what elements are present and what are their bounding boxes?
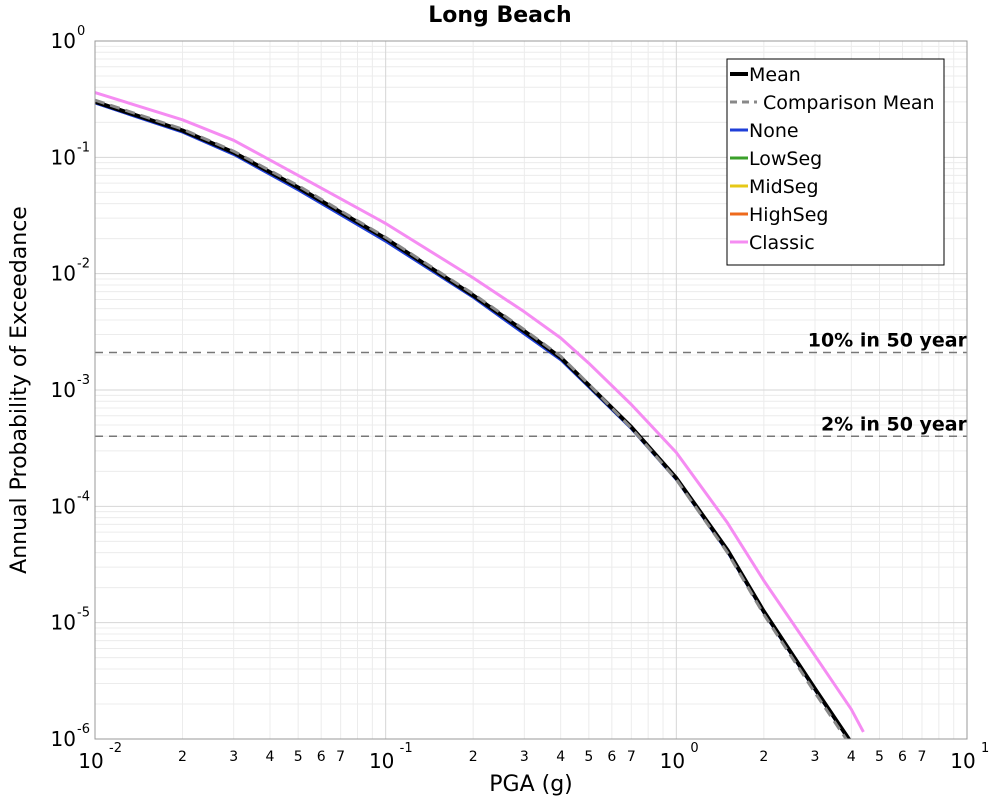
tick-exponent: 0 (690, 741, 698, 756)
x-minor-tick-label: 4 (266, 749, 275, 765)
tick-exponent: -3 (77, 373, 90, 388)
legend-label: Mean (749, 64, 801, 86)
legend-item: LowSeg (730, 148, 822, 170)
x-minor-tick-label: 6 (317, 749, 326, 765)
legend-item: None (730, 120, 799, 142)
x-minor-tick-label: 5 (584, 749, 593, 765)
x-minor-tick-label: 4 (556, 749, 565, 765)
legend-label: Classic (749, 232, 815, 254)
tick-base: 10 (660, 749, 685, 773)
x-major-tick-label: 10 1 (950, 741, 989, 773)
x-minor-tick-label: 7 (336, 749, 345, 765)
tick-exponent: -1 (400, 741, 413, 756)
x-minor-tick-label: 7 (627, 749, 636, 765)
x-major-tick-label: 10 0 (660, 741, 699, 773)
y-major-tick-label: 10 -5 (51, 606, 90, 635)
x-major-tick-label: 10 -2 (78, 741, 122, 773)
x-major-tick-label: 10 -1 (369, 741, 413, 773)
x-minor-tick-label: 3 (229, 749, 238, 765)
x-minor-tick-label: 3 (520, 749, 529, 765)
tick-base: 10 (51, 727, 76, 751)
x-minor-tick-label: 2 (469, 749, 478, 765)
tick-exponent: -6 (77, 722, 90, 737)
tick-exponent: -2 (109, 741, 122, 756)
tick-exponent: -5 (77, 606, 90, 621)
y-major-tick-label: 10 -4 (51, 489, 90, 518)
chart-title: Long Beach (428, 3, 571, 28)
y-axis-label: Annual Probability of Exceedance (7, 206, 32, 574)
y-major-tick-label: 10 -3 (51, 373, 90, 402)
x-minor-tick-label: 6 (607, 749, 616, 765)
tick-base: 10 (369, 749, 394, 773)
x-minor-tick-label: 2 (178, 749, 187, 765)
x-minor-tick-label: 2 (759, 749, 768, 765)
grid (94, 40, 968, 740)
tick-base: 10 (51, 378, 76, 402)
plot-area-frame (94, 40, 968, 740)
tick-base: 10 (51, 262, 76, 286)
y-major-tick-label: 10 -6 (51, 722, 90, 751)
x-minor-tick-label: 6 (898, 749, 907, 765)
tick-base: 10 (51, 611, 76, 635)
x-minor-tick-label: 5 (294, 749, 303, 765)
legend-item: Classic (730, 232, 815, 254)
x-axis-label: PGA (g) (489, 772, 573, 797)
x-minor-tick-label: 7 (918, 749, 927, 765)
reference-line-label: 2% in 50 year (821, 413, 968, 435)
y-major-tick-label: 10 0 (51, 24, 86, 53)
legend-item: HighSeg (730, 204, 828, 226)
reference-lines: 10% in 50 year 2% in 50 year (95, 330, 968, 438)
legend-label: LowSeg (749, 148, 822, 170)
legend-item: Mean (730, 64, 801, 86)
y-major-tick-label: 10 -1 (51, 140, 90, 169)
series-line-classic (95, 91, 865, 733)
tick-base: 10 (51, 29, 76, 53)
tick-exponent: -2 (77, 257, 90, 272)
legend-item: Comparison Mean (730, 92, 935, 114)
legend: Mean Comparison Mean None LowSeg MidSeg HighS… (726, 58, 945, 266)
x-minor-tick-label: 5 (875, 749, 884, 765)
x-minor-tick-label: 4 (847, 749, 856, 765)
tick-exponent: -4 (77, 489, 90, 504)
tick-base: 10 (78, 749, 103, 773)
legend-item: MidSeg (730, 176, 819, 198)
legend-label: HighSeg (749, 204, 828, 226)
y-major-tick-label: 10 -2 (51, 257, 90, 286)
tick-exponent: -1 (77, 140, 90, 155)
tick-exponent: 1 (981, 741, 989, 756)
legend-label: None (749, 120, 799, 142)
legend-label: MidSeg (749, 176, 819, 198)
tick-base: 10 (51, 494, 76, 518)
tick-base: 10 (51, 145, 76, 169)
reference-line-label: 10% in 50 year (808, 330, 968, 352)
x-minor-tick-label: 3 (811, 749, 820, 765)
tick-base: 10 (950, 749, 975, 773)
series-lines (95, 91, 865, 739)
legend-label: Comparison Mean (763, 92, 935, 114)
series-line-comparison-mean (95, 98, 848, 739)
tick-exponent: 0 (77, 24, 85, 39)
legend-box (726, 58, 945, 266)
